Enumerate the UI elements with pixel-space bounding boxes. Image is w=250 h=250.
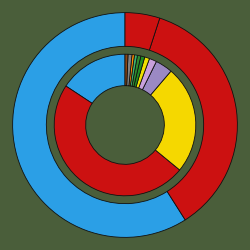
Wedge shape [134, 56, 145, 87]
Wedge shape [142, 62, 171, 95]
Wedge shape [149, 18, 237, 220]
Wedge shape [54, 86, 180, 196]
Wedge shape [13, 13, 185, 237]
Wedge shape [129, 54, 134, 86]
Wedge shape [125, 54, 128, 86]
Wedge shape [138, 58, 156, 90]
Wedge shape [136, 57, 149, 88]
Wedge shape [66, 54, 125, 103]
Wedge shape [150, 71, 196, 170]
Wedge shape [125, 13, 160, 50]
Wedge shape [130, 55, 138, 86]
Wedge shape [132, 55, 141, 87]
Wedge shape [127, 54, 132, 86]
